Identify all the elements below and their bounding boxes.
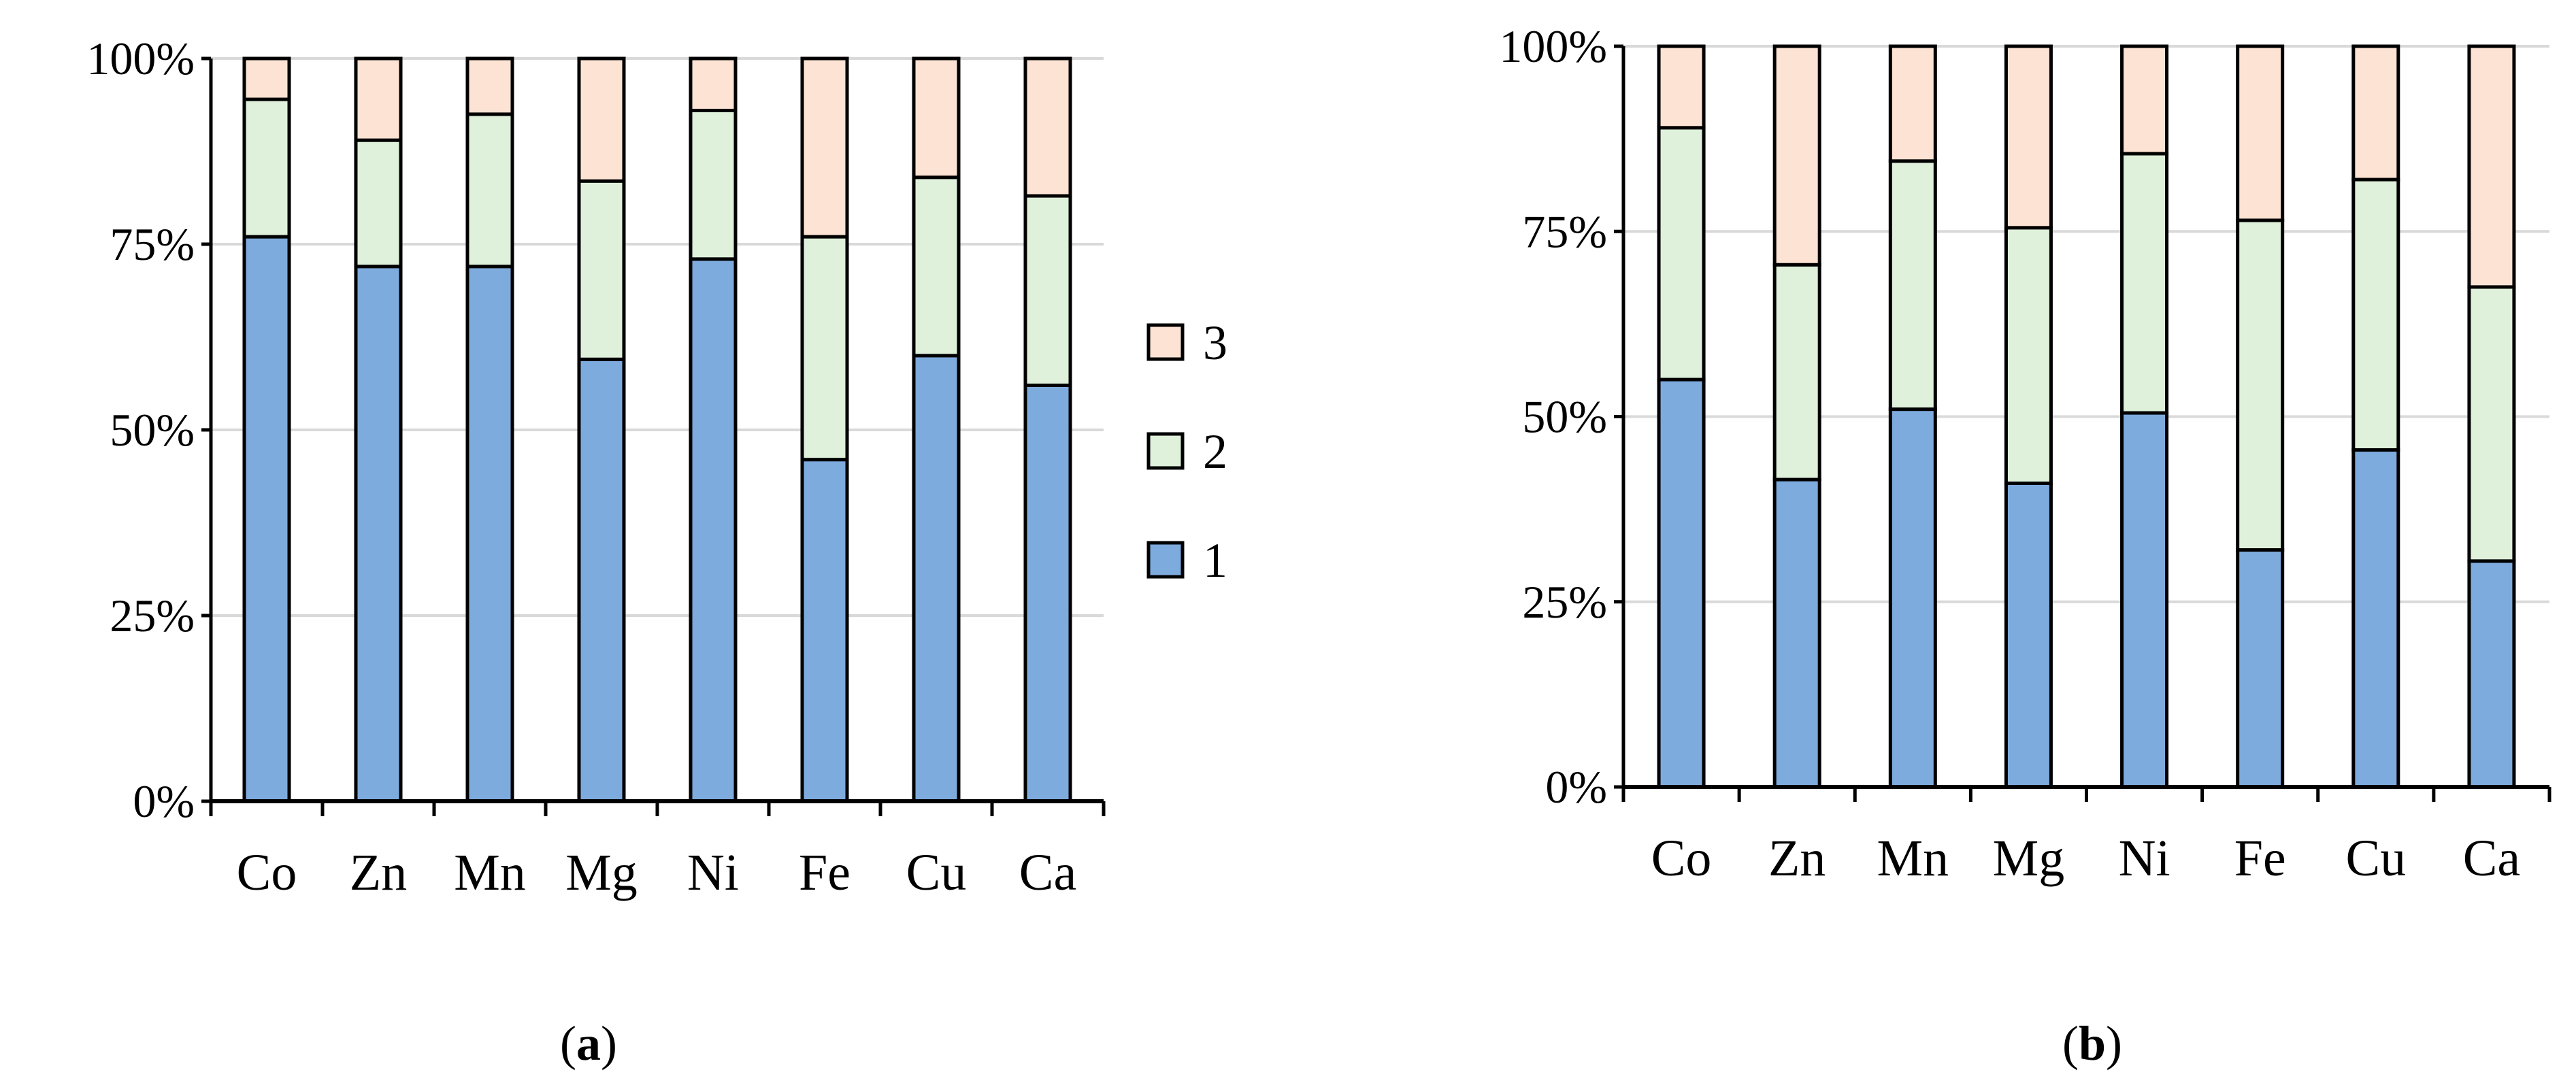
bar-segment bbox=[465, 56, 514, 116]
bar-segment bbox=[1888, 159, 1937, 412]
bar-segment bbox=[1772, 263, 1821, 482]
bar-segment bbox=[2120, 152, 2169, 415]
bar-segment bbox=[2236, 218, 2285, 552]
legend-label: 2 bbox=[1203, 424, 1227, 479]
bar-segment bbox=[1772, 477, 1821, 789]
bar-segment bbox=[465, 265, 514, 803]
bar-segment bbox=[800, 56, 849, 239]
bar-segment bbox=[2351, 178, 2400, 452]
bar-segment bbox=[2004, 44, 2053, 230]
bar-segment bbox=[577, 56, 626, 183]
y-tick-label: 0% bbox=[1545, 761, 1607, 813]
bar-segment bbox=[242, 56, 291, 101]
bar-segment bbox=[689, 257, 738, 803]
y-tick-labels: 0% 25% 50% 75% 100% bbox=[86, 33, 195, 827]
bar-segment bbox=[354, 138, 403, 269]
chart-panel-b: 0% 25% 50% 75% 100% Co Zn Mn Mg Ni Fe Cu Ca (b) bbox=[1499, 20, 2552, 1071]
bar-segment bbox=[1657, 126, 1706, 382]
bar-segment bbox=[2236, 44, 2285, 222]
legend-swatch bbox=[1146, 432, 1185, 470]
bar-segment bbox=[1657, 377, 1706, 789]
x-tick-label: Ni bbox=[687, 844, 739, 901]
bar-segment bbox=[577, 179, 626, 361]
x-tick-label: Mg bbox=[565, 844, 638, 901]
bar-segment bbox=[577, 357, 626, 803]
bar-segment bbox=[1023, 194, 1072, 387]
legend-label: 3 bbox=[1203, 316, 1227, 370]
legend-swatch bbox=[1146, 323, 1185, 361]
bar-segment bbox=[1023, 383, 1072, 803]
bar-segment bbox=[354, 265, 403, 803]
x-tick-label: Zn bbox=[1768, 830, 1826, 887]
bar-segment bbox=[1888, 407, 1937, 789]
y-tick-label: 50% bbox=[1522, 391, 1607, 443]
legend-item: 3 bbox=[1146, 316, 1227, 370]
bar-segment bbox=[2004, 482, 2053, 789]
bar-segment bbox=[2351, 448, 2400, 789]
x-tick-label: Cu bbox=[2345, 830, 2406, 887]
y-tick-label: 0% bbox=[133, 775, 195, 827]
caption-a: (a) bbox=[560, 1016, 617, 1071]
bar-segment bbox=[465, 112, 514, 269]
axes bbox=[201, 56, 1106, 816]
bar-segment bbox=[1888, 44, 1937, 163]
bar-segment bbox=[1657, 44, 1706, 130]
chart-panel-a: 0% 25% 50% 75% 100% Co Zn Mn Mg Ni Fe Cu Ca 3 2 1 (a) bbox=[86, 33, 1227, 1071]
x-tick-label: Cu bbox=[906, 844, 967, 901]
y-tick-label: 75% bbox=[1522, 205, 1607, 257]
legend-item: 2 bbox=[1146, 424, 1227, 479]
bar-segment bbox=[912, 56, 961, 180]
x-tick-label: Zn bbox=[350, 844, 407, 901]
gridlines bbox=[211, 57, 1104, 617]
bars bbox=[1657, 44, 2516, 789]
bars bbox=[242, 56, 1072, 803]
bar-segment bbox=[354, 56, 403, 142]
bar-segment bbox=[2351, 44, 2400, 182]
bar-segment bbox=[689, 108, 738, 261]
bar-segment bbox=[912, 354, 961, 803]
x-tick-labels: Co Zn Mn Mg Ni Fe Cu Ca bbox=[1651, 830, 2520, 887]
x-tick-label: Fe bbox=[2234, 830, 2286, 887]
caption-b: (b) bbox=[2062, 1016, 2122, 1071]
x-tick-label: Ca bbox=[2463, 830, 2520, 887]
bar-segment bbox=[2467, 285, 2516, 563]
y-tick-label: 25% bbox=[110, 590, 195, 641]
bar-segment bbox=[2120, 411, 2169, 789]
x-tick-label: Co bbox=[237, 844, 297, 901]
bar-segment bbox=[2467, 44, 2516, 289]
x-tick-label: Fe bbox=[799, 844, 851, 901]
legend-swatch bbox=[1146, 541, 1185, 579]
y-tick-label: 50% bbox=[110, 404, 195, 456]
y-tick-label: 100% bbox=[1499, 20, 1607, 72]
y-tick-label: 75% bbox=[110, 218, 195, 270]
bar-segment bbox=[689, 56, 738, 112]
y-tick-label: 100% bbox=[86, 33, 195, 84]
x-tick-label: Ca bbox=[1019, 844, 1076, 901]
bar-segment bbox=[912, 175, 961, 358]
bar-segment bbox=[800, 458, 849, 803]
legend-item: 1 bbox=[1146, 533, 1227, 588]
x-tick-label: Mg bbox=[1993, 830, 2065, 887]
y-tick-label: 25% bbox=[1522, 576, 1607, 628]
legend: 3 2 1 bbox=[1146, 316, 1227, 588]
axes bbox=[1614, 44, 2552, 802]
bar-segment bbox=[1772, 44, 1821, 267]
bar-segment bbox=[800, 235, 849, 462]
x-tick-label: Ni bbox=[2119, 830, 2170, 887]
bar-segment bbox=[2467, 559, 2516, 789]
x-tick-labels: Co Zn Mn Mg Ni Fe Cu Ca bbox=[237, 844, 1077, 901]
bar-segment bbox=[242, 235, 291, 803]
y-tick-labels: 0% 25% 50% 75% 100% bbox=[1499, 20, 1607, 813]
bar-segment bbox=[1023, 56, 1072, 198]
bar-segment bbox=[2004, 226, 2053, 486]
x-tick-label: Co bbox=[1651, 830, 1712, 887]
gridlines bbox=[1623, 45, 2549, 603]
bar-segment bbox=[2120, 44, 2169, 156]
bar-segment bbox=[242, 97, 291, 239]
x-tick-label: Mn bbox=[454, 844, 526, 901]
legend-label: 1 bbox=[1203, 533, 1227, 588]
x-tick-label: Mn bbox=[1877, 830, 1949, 887]
bar-segment bbox=[2236, 548, 2285, 789]
